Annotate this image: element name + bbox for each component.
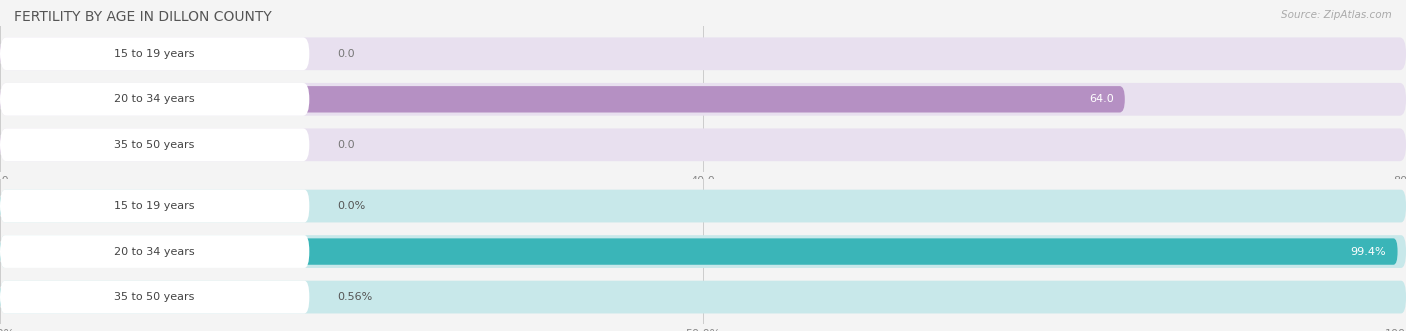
FancyBboxPatch shape <box>0 128 309 161</box>
FancyBboxPatch shape <box>0 235 309 268</box>
FancyBboxPatch shape <box>0 128 1406 161</box>
Text: 15 to 19 years: 15 to 19 years <box>114 49 195 59</box>
Text: 0.56%: 0.56% <box>337 292 373 302</box>
Text: 20 to 34 years: 20 to 34 years <box>114 94 195 104</box>
Text: 99.4%: 99.4% <box>1351 247 1386 257</box>
Text: Source: ZipAtlas.com: Source: ZipAtlas.com <box>1281 10 1392 20</box>
Text: FERTILITY BY AGE IN DILLON COUNTY: FERTILITY BY AGE IN DILLON COUNTY <box>14 10 271 24</box>
FancyBboxPatch shape <box>0 238 1398 265</box>
Text: 15 to 19 years: 15 to 19 years <box>114 201 195 211</box>
Text: 20 to 34 years: 20 to 34 years <box>114 247 195 257</box>
FancyBboxPatch shape <box>0 190 309 222</box>
FancyBboxPatch shape <box>0 281 309 313</box>
FancyBboxPatch shape <box>0 190 1406 222</box>
Text: 35 to 50 years: 35 to 50 years <box>114 292 195 302</box>
FancyBboxPatch shape <box>0 235 1406 268</box>
FancyBboxPatch shape <box>0 41 155 67</box>
Text: 0.0%: 0.0% <box>337 201 366 211</box>
FancyBboxPatch shape <box>0 83 1406 116</box>
FancyBboxPatch shape <box>0 284 8 310</box>
FancyBboxPatch shape <box>0 83 309 116</box>
Text: 35 to 50 years: 35 to 50 years <box>114 140 195 150</box>
FancyBboxPatch shape <box>0 86 1125 113</box>
FancyBboxPatch shape <box>0 37 309 70</box>
FancyBboxPatch shape <box>0 132 155 158</box>
Text: 0.0: 0.0 <box>337 49 356 59</box>
FancyBboxPatch shape <box>0 37 1406 70</box>
Text: 0.0: 0.0 <box>337 140 356 150</box>
FancyBboxPatch shape <box>0 193 155 219</box>
FancyBboxPatch shape <box>0 281 1406 313</box>
Text: 64.0: 64.0 <box>1088 94 1114 104</box>
